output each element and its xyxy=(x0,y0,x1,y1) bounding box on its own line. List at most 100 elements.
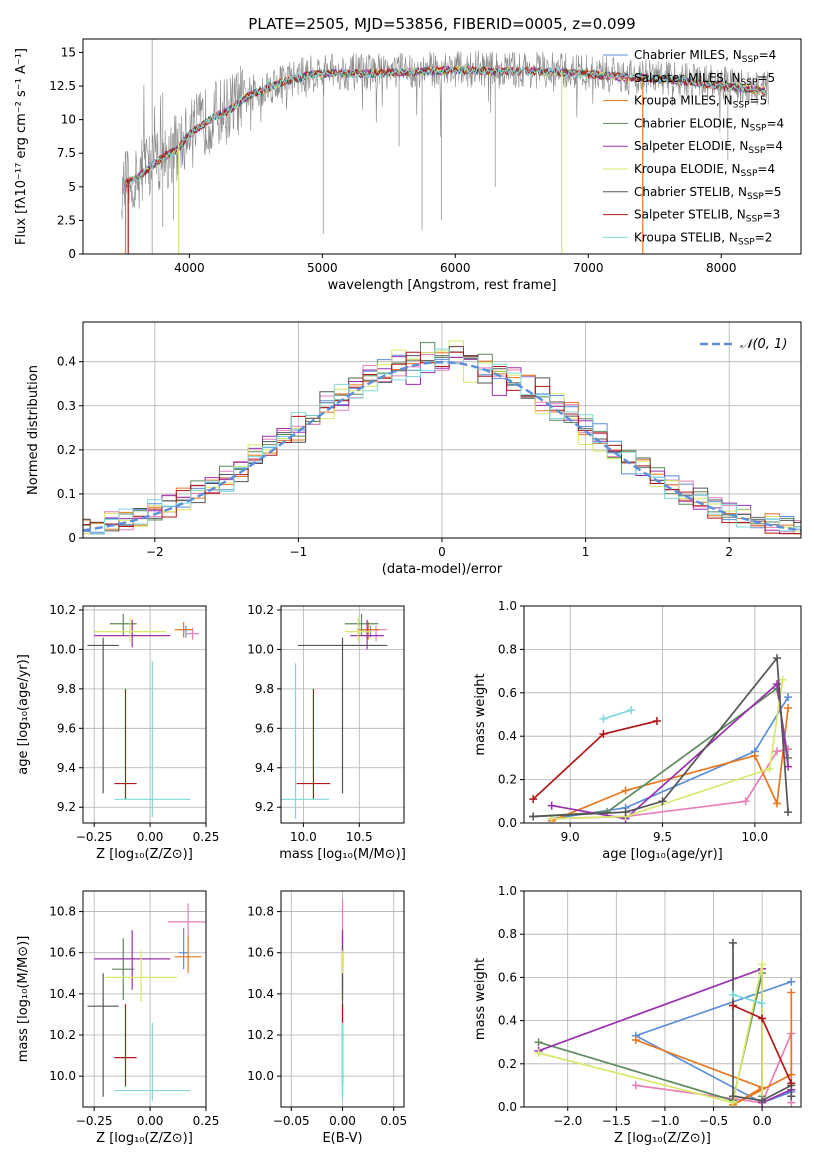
weight-marker xyxy=(772,799,781,808)
y-tick-label: 10.2 xyxy=(49,1028,76,1042)
plot-area xyxy=(121,39,770,254)
x-tick-label: −1.0 xyxy=(650,1114,679,1128)
y-tick-label: 0.2 xyxy=(498,1057,517,1071)
y-tick-label: 10.4 xyxy=(247,987,274,1001)
weight-marker xyxy=(772,747,781,756)
x-tick-label: 0.25 xyxy=(193,1114,220,1128)
y-tick-label: 0.8 xyxy=(498,642,517,656)
y-tick-label: 0.6 xyxy=(498,686,517,700)
y-tick-label: 10.6 xyxy=(49,946,76,960)
y-tick-label: 9.2 xyxy=(255,800,274,814)
y-axis-label: mass weight xyxy=(473,958,488,1040)
y-tick-label: 10.8 xyxy=(247,905,274,919)
legend-label: Chabrier ELODIE, NSSP=4 xyxy=(634,116,784,133)
y-tick-label: 0 xyxy=(68,247,76,261)
weight-marker xyxy=(758,999,767,1008)
y-tick-label: 1.0 xyxy=(498,884,517,898)
weight-marker xyxy=(529,812,538,821)
x-tick-label: 0 xyxy=(438,545,446,559)
weight-marker xyxy=(772,654,781,663)
weight-marker xyxy=(784,693,793,702)
y-tick-label: 7.5 xyxy=(57,146,76,160)
chart-spectrum: 4000 5000 6000 7000 8000 0 2.5 5 7.5 10 12.5 15 wave… xyxy=(14,38,802,293)
y-tick-label: 10.8 xyxy=(49,905,76,919)
y-tick-label: 10.2 xyxy=(247,1028,274,1042)
x-tick-label: 10.0 xyxy=(741,830,768,844)
x-tick-label: 5000 xyxy=(307,261,338,275)
plot-area xyxy=(534,938,796,1107)
weight-marker xyxy=(728,938,737,947)
axes-frame xyxy=(280,605,405,824)
y-tick-label: 0.1 xyxy=(57,487,76,501)
y-tick-label: 9.6 xyxy=(255,721,274,735)
normal-curve xyxy=(83,360,801,532)
chart-age_vs_Z: −0.25 0.00 0.25 9.2 9.4 9.6 9.8 10.0 10.2 Z [log₁… xyxy=(16,603,219,862)
y-tick-label: 10.6 xyxy=(247,946,274,960)
weight-marker xyxy=(547,801,556,810)
x-axis-label: age [log₁₀(age/yr)] xyxy=(602,847,723,862)
weight-marker xyxy=(778,675,787,684)
y-tick-label: 9.6 xyxy=(57,721,76,735)
x-axis-label: Z [log₁₀(Z/Z⊙)] xyxy=(96,847,193,862)
weight-line xyxy=(551,748,789,820)
axes-frame xyxy=(523,890,802,1108)
weight-line xyxy=(551,707,789,822)
weight-marker xyxy=(784,808,793,817)
x-tick-label: −2 xyxy=(146,545,164,559)
x-tick-label: 10.5 xyxy=(346,830,373,844)
y-tick-label: 10 xyxy=(61,113,76,127)
x-tick-label: 0.00 xyxy=(137,830,164,844)
y-tick-label: 10.0 xyxy=(247,642,274,656)
weight-marker xyxy=(750,751,759,760)
weight-marker xyxy=(658,797,667,806)
x-tick-label: 1 xyxy=(582,545,590,559)
weight-marker xyxy=(728,1001,737,1010)
plot-area xyxy=(83,340,801,535)
y-tick-label: 9.4 xyxy=(57,761,76,775)
y-axis-label: Flux [fλ10⁻¹⁷ erg cm⁻² s⁻¹ A⁻¹] xyxy=(14,48,29,245)
axes-frame xyxy=(82,38,802,255)
y-tick-label: 0.2 xyxy=(498,773,517,787)
weight-marker xyxy=(621,786,630,795)
y-tick-label: 9.8 xyxy=(255,682,274,696)
legend-label: Salpeter ELODIE, NSSP=4 xyxy=(634,139,783,156)
weight-marker xyxy=(787,1070,796,1079)
weight-marker xyxy=(534,1038,543,1047)
y-tick-label: 10.0 xyxy=(49,642,76,656)
legend-label: Salpeter STELIB, NSSP=3 xyxy=(634,208,780,225)
y-tick-label: 0 xyxy=(68,531,76,545)
y-tick-label: 10.2 xyxy=(49,603,76,617)
x-tick-label: −1.5 xyxy=(602,1114,631,1128)
chart-mass_vs_ebv: −0.05 0.00 0.05 10.0 10.2 10.4 10.6 10.8 E(B-V) xyxy=(247,890,407,1146)
x-tick-label: 10.0 xyxy=(290,830,317,844)
weight-marker xyxy=(599,714,608,723)
legend-label: Salpeter MILES, NSSP=5 xyxy=(634,71,775,88)
x-tick-label: 0.25 xyxy=(193,830,220,844)
legend-label: Kroupa ELODIE, NSSP=4 xyxy=(634,162,775,179)
legend: Chabrier MILES, NSSP=4 Salpeter MILES, NS… xyxy=(603,48,784,247)
x-tick-label: −0.5 xyxy=(699,1114,728,1128)
weight-marker xyxy=(728,1092,737,1101)
x-tick-label: 2 xyxy=(725,545,733,559)
legend-label: Chabrier STELIB, NSSP=5 xyxy=(634,185,782,202)
x-tick-label: −0.25 xyxy=(76,1114,113,1128)
x-axis-label: wavelength [Angstrom, rest frame] xyxy=(328,278,557,293)
y-tick-label: 0.8 xyxy=(498,927,517,941)
chart-weight_vs_Z: −2.0 −1.5 −1.0 −0.5 0.0 0.0 0.2 0.4 0.6 0.8 1.0 Z [… xyxy=(473,884,802,1146)
y-tick-label: 0.4 xyxy=(498,1014,517,1028)
chart-mass_vs_Z: −0.25 0.00 0.25 10.0 10.2 10.4 10.6 10.8 Z [log₁… xyxy=(16,890,220,1146)
weight-marker xyxy=(765,764,774,773)
weight-marker xyxy=(758,960,767,969)
weight-line xyxy=(633,980,792,1104)
plot-area xyxy=(87,613,200,818)
x-axis-label: Z [log₁₀(Z/Z⊙)] xyxy=(96,1131,193,1146)
weight-marker xyxy=(787,988,796,997)
x-axis-label: (data-model)/error xyxy=(382,562,503,577)
x-tick-label: 0.0 xyxy=(753,1114,772,1128)
model-line xyxy=(122,65,767,189)
weight-line xyxy=(551,679,784,820)
weight-marker xyxy=(627,706,636,715)
axes-frame xyxy=(82,890,207,1108)
x-tick-label: 4000 xyxy=(174,261,205,275)
